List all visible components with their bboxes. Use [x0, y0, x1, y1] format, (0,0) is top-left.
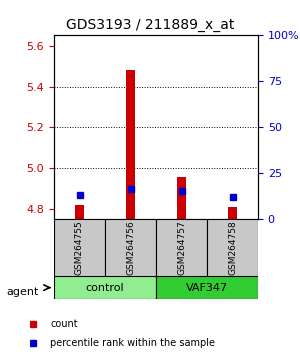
Text: GSM264757: GSM264757: [177, 221, 186, 275]
Bar: [177, 177, 186, 219]
Text: GDS3193 / 211889_x_at: GDS3193 / 211889_x_at: [66, 18, 234, 32]
Text: control: control: [86, 282, 124, 293]
Text: VAF347: VAF347: [186, 282, 228, 293]
Text: percentile rank within the sample: percentile rank within the sample: [50, 338, 215, 348]
Bar: [75, 205, 84, 219]
Text: GSM264755: GSM264755: [75, 221, 84, 275]
Text: GSM264758: GSM264758: [228, 221, 237, 275]
Text: agent: agent: [6, 287, 38, 297]
FancyBboxPatch shape: [54, 219, 105, 276]
FancyBboxPatch shape: [105, 219, 156, 276]
FancyBboxPatch shape: [156, 219, 207, 276]
FancyBboxPatch shape: [54, 276, 156, 299]
Bar: [126, 70, 135, 219]
Text: GSM264756: GSM264756: [126, 221, 135, 275]
Bar: [228, 207, 237, 219]
FancyBboxPatch shape: [156, 276, 258, 299]
Text: count: count: [50, 319, 78, 329]
FancyBboxPatch shape: [207, 219, 258, 276]
